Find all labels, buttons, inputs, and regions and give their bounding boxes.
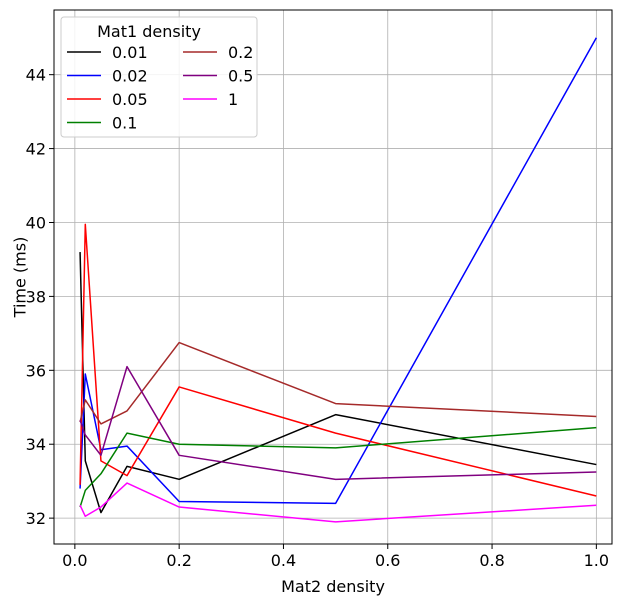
x-tick-label: 0.8 <box>479 551 504 570</box>
axis-ticks: 0.0 0.2 0.4 0.6 0.8 1.0 32 34 36 38 40 42 44 <box>26 66 609 570</box>
legend-label-0.05: 0.05 <box>112 90 148 109</box>
grid <box>54 10 612 544</box>
series-lines <box>79 37 598 523</box>
series-line-0.05 <box>79 223 597 497</box>
series-line-0.01 <box>79 252 597 514</box>
legend-label-0.1: 0.1 <box>112 114 137 133</box>
x-tick-label: 1.0 <box>584 551 609 570</box>
series-line-1 <box>79 482 597 523</box>
y-tick-label: 38 <box>26 287 46 306</box>
x-tick-label: 0.4 <box>271 551 296 570</box>
legend-box <box>60 16 258 138</box>
x-tick-label: 0.6 <box>375 551 400 570</box>
x-tick-label: 0.0 <box>62 551 87 570</box>
legend-label-0.01: 0.01 <box>112 43 148 62</box>
y-axis-label: Time (ms) <box>11 237 30 319</box>
plot-frame <box>53 9 613 545</box>
series-line-0.5 <box>79 365 597 481</box>
series-line-0.2 <box>79 341 597 425</box>
legend-label-0.02: 0.02 <box>112 67 148 86</box>
y-tick-label: 36 <box>26 361 46 380</box>
legend-label-1: 1 <box>228 90 238 109</box>
series-line-0.1 <box>79 426 597 508</box>
x-axis-label: Mat2 density <box>281 577 385 596</box>
y-tick-label: 40 <box>26 213 46 232</box>
legend: Mat1 density 0.01 0.02 0.05 0.1 0.2 0.5 1 <box>60 16 258 138</box>
y-tick-label: 42 <box>26 140 46 159</box>
series-line-0.02 <box>79 37 598 505</box>
legend-label-0.2: 0.2 <box>228 43 253 62</box>
x-tick-label: 0.2 <box>166 551 191 570</box>
y-tick-label: 32 <box>26 509 46 528</box>
y-tick-label: 44 <box>26 66 46 85</box>
legend-label-0.5: 0.5 <box>228 67 253 86</box>
y-tick-label: 34 <box>26 435 46 454</box>
legend-title: Mat1 density <box>97 22 201 41</box>
